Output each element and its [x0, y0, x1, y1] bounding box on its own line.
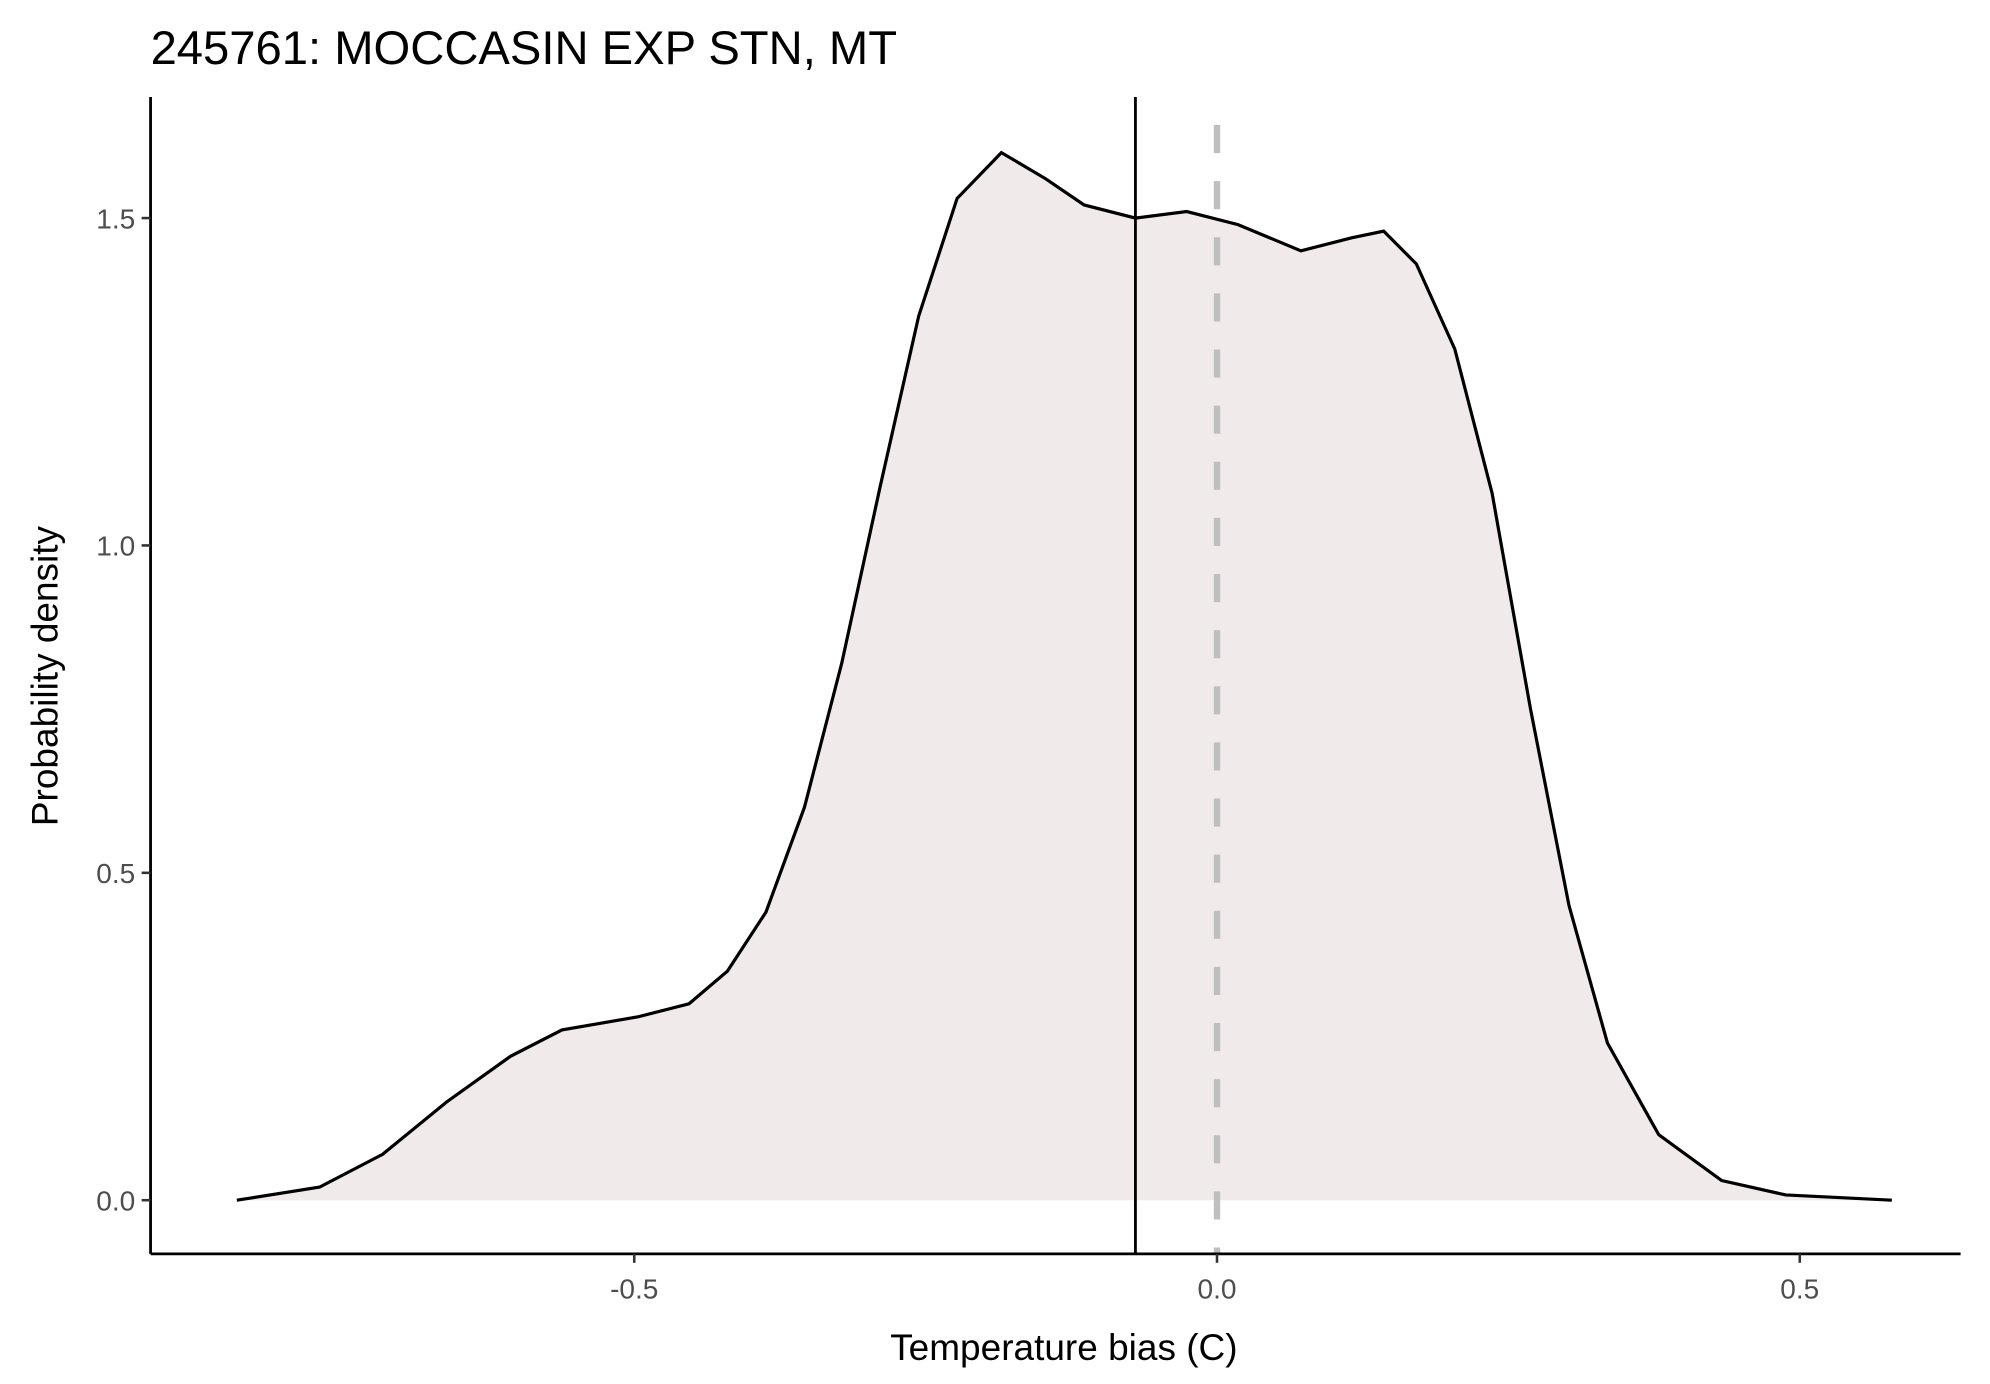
y-tick-label: 0.0 — [96, 1185, 135, 1216]
x-tick-label: -0.5 — [610, 1274, 658, 1305]
x-tick-label: 0.5 — [1780, 1274, 1819, 1305]
y-tick-label: 1.5 — [96, 203, 135, 234]
x-axis-title: Temperature bias (C) — [890, 1327, 1237, 1368]
y-axis-title: Probability density — [24, 525, 65, 826]
y-tick-label: 1.0 — [96, 531, 135, 562]
density-line — [236, 150, 1892, 1202]
x-tick-label: 0.0 — [1198, 1274, 1237, 1305]
chart-title: 245761: MOCCASIN EXP STN, MT — [151, 22, 898, 75]
y-tick-label: 0.5 — [96, 858, 135, 889]
density-area — [236, 152, 1892, 1201]
